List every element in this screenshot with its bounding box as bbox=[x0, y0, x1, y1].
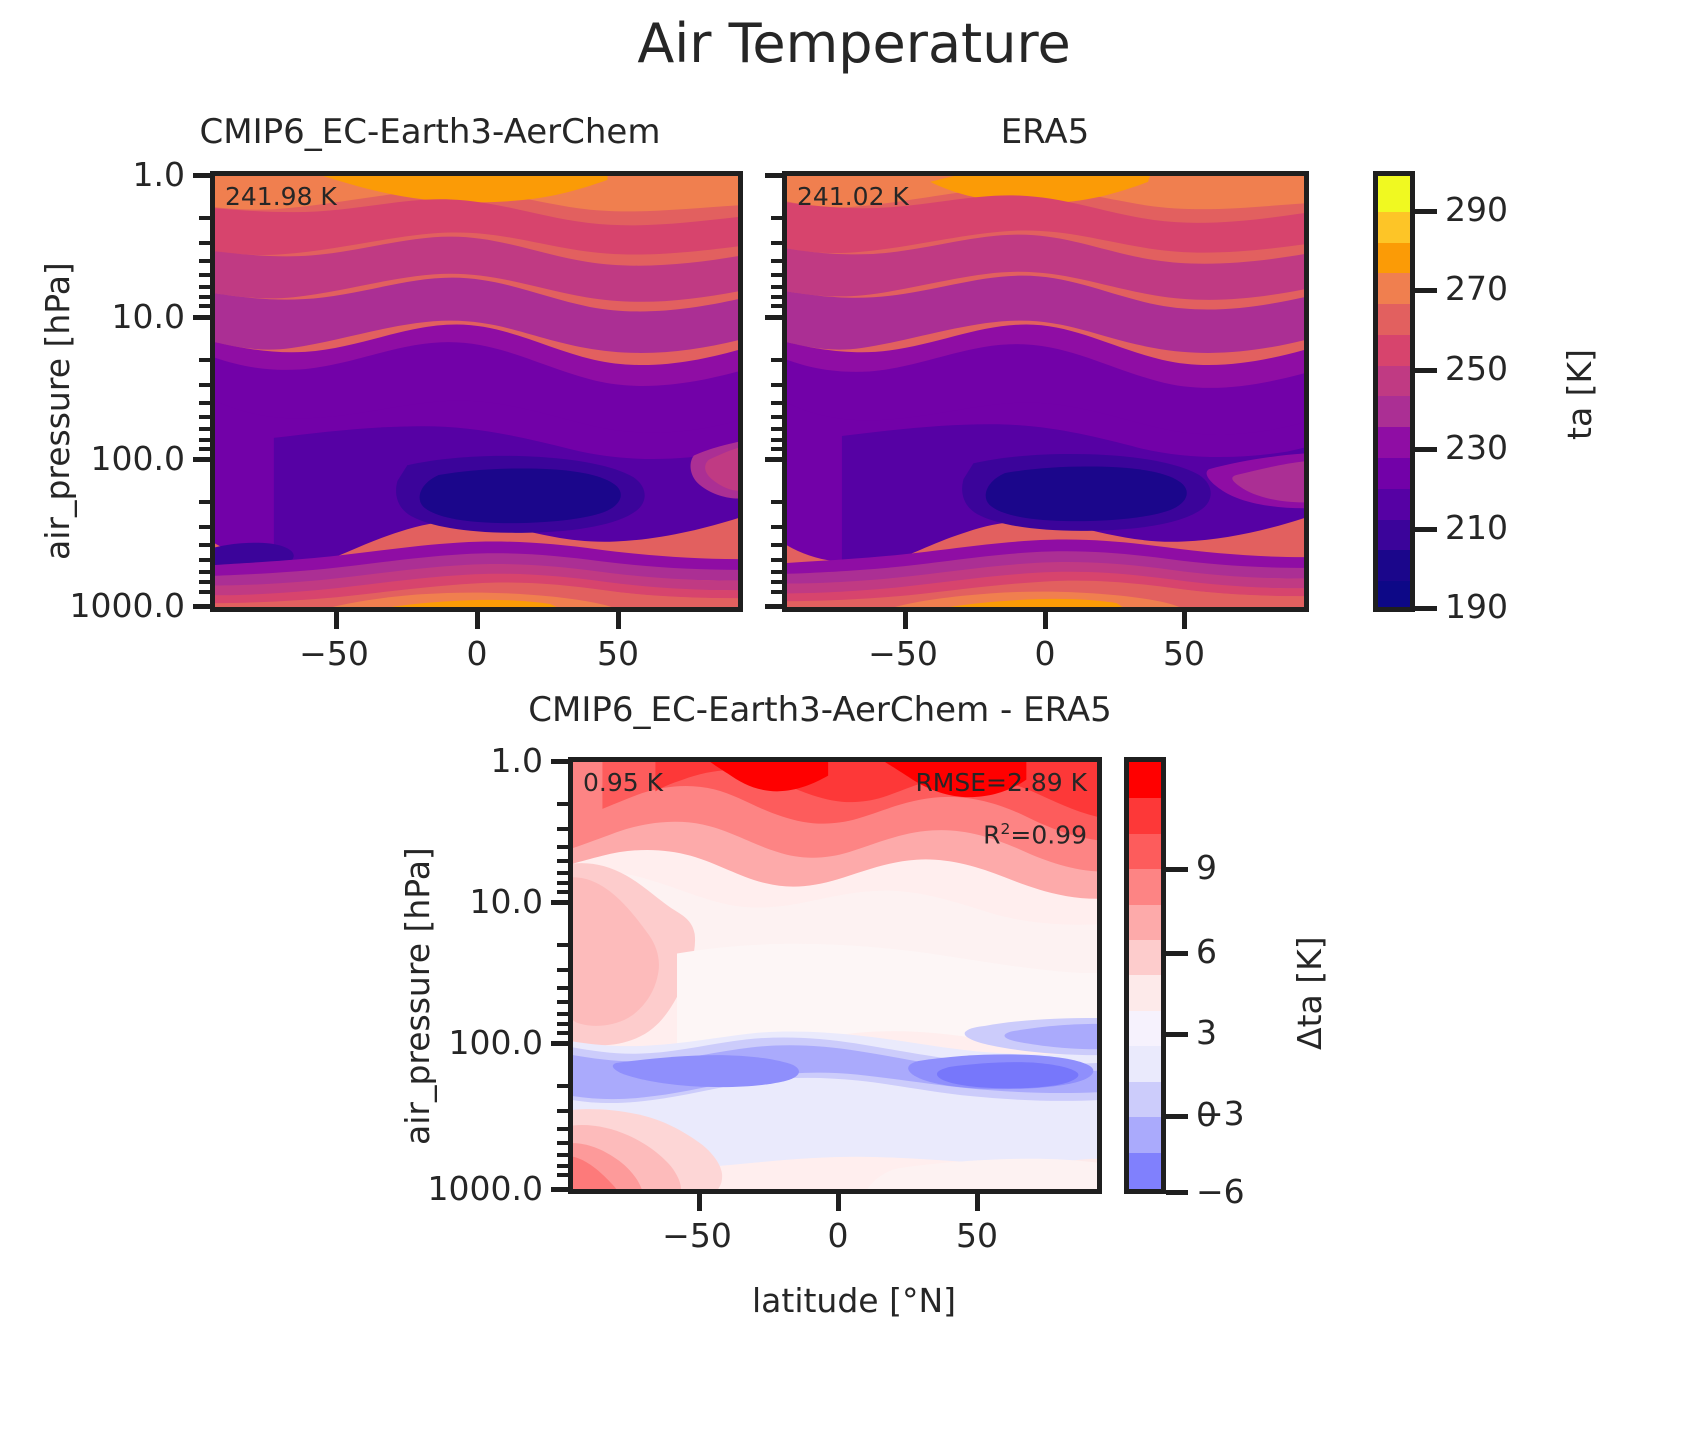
cbtick-dta-3 bbox=[1166, 1114, 1188, 1119]
panel-model-plot-area[interactable]: 241.98 K bbox=[210, 171, 743, 612]
cbtick-label-dta-3: 0 bbox=[1196, 1095, 1217, 1134]
cbtick-dta-0 bbox=[1166, 867, 1188, 872]
xtick-label-model-0: −50 bbox=[299, 634, 369, 673]
xtick-label-difference-0: −50 bbox=[662, 1216, 732, 1255]
panel-title-reference: ERA5 bbox=[1000, 112, 1090, 152]
ytick-label-difference-1: 10.0 bbox=[469, 882, 543, 921]
xtick-model-0 bbox=[334, 612, 339, 629]
panel-reference-mean-label: 241.02 K bbox=[797, 182, 909, 211]
colorbar-label-ta: ta [K] bbox=[1560, 348, 1599, 440]
ytick-label-model-3: 1000.0 bbox=[69, 586, 185, 625]
cbtick-label-ta-3: 230 bbox=[1445, 428, 1508, 467]
xtick-model-2 bbox=[616, 612, 621, 629]
cbtick-ta-4 bbox=[1415, 527, 1437, 532]
colorbar-ta[interactable] bbox=[1373, 171, 1415, 612]
cbtick-label-ta-1: 270 bbox=[1445, 269, 1508, 308]
panel-difference-mean-label: 0.95 K bbox=[583, 768, 664, 797]
xtick-reference-0 bbox=[903, 612, 908, 629]
xtick-label-reference-1: 0 bbox=[1034, 634, 1056, 673]
xtick-label-reference-0: −50 bbox=[868, 634, 938, 673]
ytick-label-model-0: 1.0 bbox=[132, 155, 185, 194]
panel-reference-plot-area[interactable]: 241.02 K bbox=[782, 171, 1309, 612]
xtick-difference-0 bbox=[697, 1194, 702, 1211]
r2-superscript: 2 bbox=[1000, 820, 1011, 838]
figure-suptitle: Air Temperature bbox=[637, 12, 1071, 75]
xtick-label-model-1: 0 bbox=[466, 634, 488, 673]
xtick-reference-2 bbox=[1182, 612, 1187, 629]
cbtick-label-ta-2: 250 bbox=[1445, 349, 1508, 388]
r2-value: =0.99 bbox=[1010, 820, 1087, 850]
cbtick-ta-5 bbox=[1415, 606, 1437, 611]
panel-difference-rmse-label: RMSE=2.89 K bbox=[915, 768, 1087, 797]
contour-field-reference bbox=[787, 176, 1304, 607]
ytick-label-model-2: 100.0 bbox=[90, 439, 185, 478]
panel-difference-r2-label: R2=0.99 bbox=[983, 820, 1087, 849]
ylabel-difference: air_pressure [hPa] bbox=[398, 847, 437, 1145]
ytick-label-difference-2: 100.0 bbox=[448, 1023, 543, 1062]
panel-title-model: CMIP6_EC-Earth3-AerChem bbox=[199, 112, 661, 152]
xtick-difference-1 bbox=[836, 1194, 841, 1211]
contour-field-difference bbox=[573, 762, 1097, 1189]
ytick-label-difference-3: 1000.0 bbox=[427, 1169, 543, 1208]
r2-prefix: R bbox=[983, 820, 1001, 850]
cbtick-label-dta-5: −6 bbox=[1196, 1172, 1245, 1211]
xtick-difference-2 bbox=[975, 1194, 980, 1211]
xtick-label-reference-2: 50 bbox=[1163, 634, 1205, 673]
xtick-label-difference-2: 50 bbox=[956, 1216, 998, 1255]
cbtick-dta-1 bbox=[1166, 951, 1188, 956]
cbtick-dta-4 bbox=[1166, 1190, 1188, 1195]
cbtick-label-dta-4: −3 bbox=[1196, 1094, 1245, 1133]
xtick-label-model-2: 50 bbox=[597, 634, 639, 673]
contour-field-model bbox=[215, 176, 738, 607]
cbtick-label-ta-0: 290 bbox=[1445, 190, 1508, 229]
cbtick-label-dta-2: 3 bbox=[1196, 1013, 1217, 1052]
cbtick-label-dta-0: 9 bbox=[1196, 848, 1217, 887]
panel-model-mean-label: 241.98 K bbox=[225, 182, 337, 211]
xtick-reference-1 bbox=[1043, 612, 1048, 629]
xtick-model-1 bbox=[475, 612, 480, 629]
cbtick-ta-3 bbox=[1415, 447, 1437, 452]
colorbar-delta-ta[interactable] bbox=[1124, 757, 1166, 1194]
panel-difference-plot-area[interactable]: 0.95 K RMSE=2.89 K R2=0.99 bbox=[568, 757, 1102, 1194]
cbtick-ta-2 bbox=[1415, 368, 1437, 373]
ylabel-model: air_pressure [hPa] bbox=[38, 262, 77, 560]
cbtick-ta-0 bbox=[1415, 209, 1437, 214]
cbtick-ta-1 bbox=[1415, 288, 1437, 293]
xtick-label-difference-1: 0 bbox=[827, 1216, 849, 1255]
ytick-label-model-1: 10.0 bbox=[111, 297, 185, 336]
cbtick-label-ta-4: 210 bbox=[1445, 508, 1508, 547]
xlabel-difference: latitude [°N] bbox=[751, 1281, 957, 1320]
colorbar-label-delta-ta: Δta [K] bbox=[1290, 936, 1329, 1050]
cbtick-dta-2 bbox=[1166, 1032, 1188, 1037]
ytick-label-difference-0: 1.0 bbox=[490, 741, 543, 780]
cbtick-label-dta-1: 6 bbox=[1196, 932, 1217, 971]
cbtick-label-ta-5: 190 bbox=[1445, 587, 1508, 626]
panel-title-difference: CMIP6_EC-Earth3-AerChem - ERA5 bbox=[528, 690, 1112, 730]
